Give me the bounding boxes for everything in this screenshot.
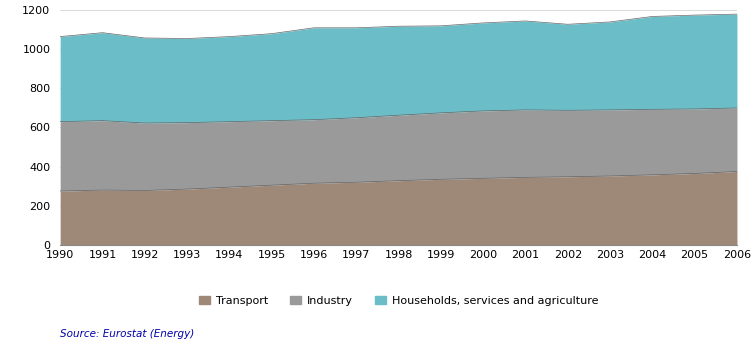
Legend: Transport, Industry, Households, services and agriculture: Transport, Industry, Households, service… (196, 293, 602, 309)
Text: Source: Eurostat (Energy): Source: Eurostat (Energy) (60, 328, 195, 339)
